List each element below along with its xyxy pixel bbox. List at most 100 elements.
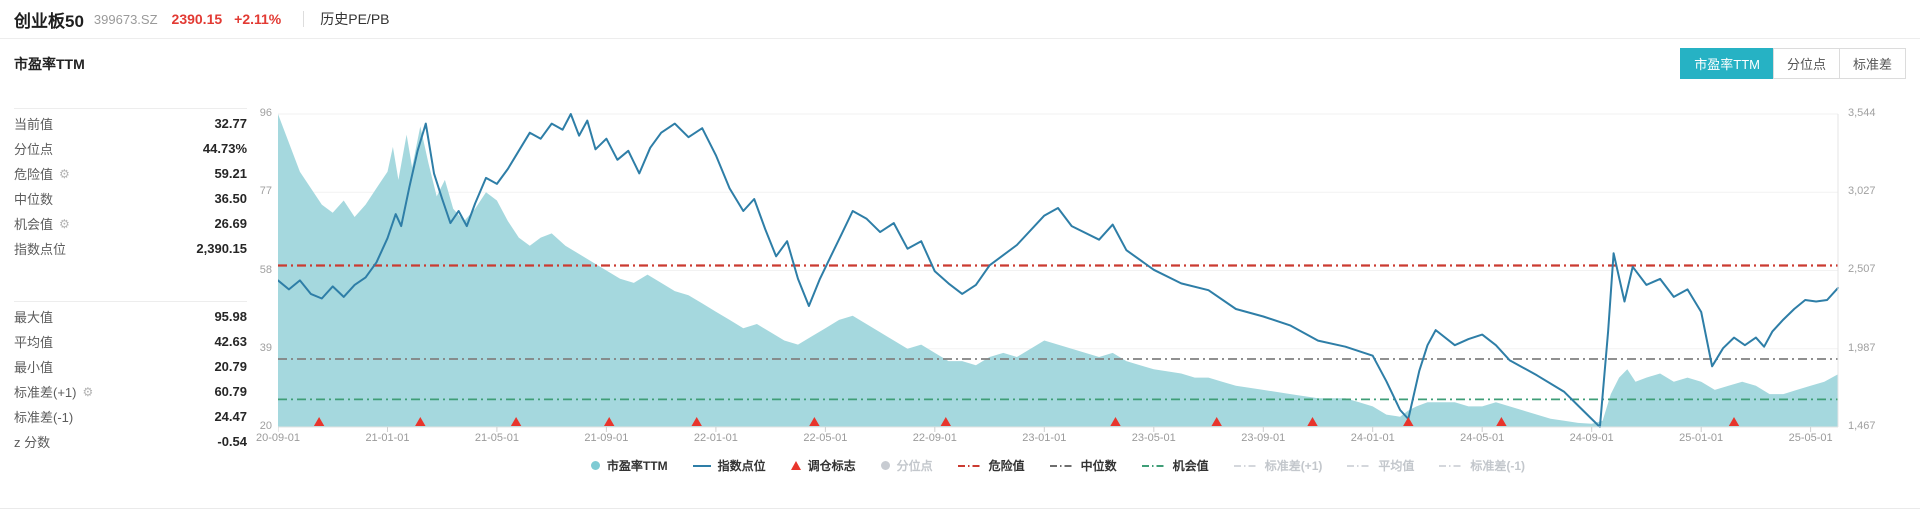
median-dash-icon: [1049, 464, 1074, 467]
stat-value: 60.79: [214, 384, 247, 399]
plot-area: [277, 88, 1843, 440]
stat-row: 标准差(-1) 24.47: [14, 404, 247, 429]
legend-item-rebalance-marker[interactable]: 调仓标志: [790, 457, 856, 474]
legend-label: 中位数: [1080, 459, 1117, 473]
x-axis-tick: 23-09-01: [1241, 432, 1286, 444]
rebalance-marker-icon[interactable]: [313, 417, 325, 426]
index-line: [277, 113, 1839, 428]
stat-label: 标准差(-1): [14, 410, 74, 425]
legend-label: 分位点: [896, 459, 933, 473]
x-axis-tick: 22-05-01: [803, 432, 848, 444]
stat-row: 机会值 ⚙ 26.69: [14, 211, 247, 236]
header: 创业板50 399673.SZ 2390.15 +2.11% 历史PE/PB: [0, 0, 1920, 39]
legend-label: 市盈率TTM: [606, 459, 668, 473]
stat-row: 危险值 ⚙ 59.21: [14, 161, 247, 186]
index-change: +2.11%: [234, 11, 282, 27]
pe-ttm-area: [278, 114, 1838, 427]
legend-item-danger[interactable]: 危险值: [957, 457, 1025, 474]
legend-item-mean[interactable]: 平均值: [1347, 457, 1414, 474]
stat-row: 分位点 44.73%: [14, 136, 247, 161]
std-minus1-dash-icon: [1439, 464, 1464, 467]
stat-label: 平均值: [14, 335, 54, 350]
legend-item-index-points[interactable]: 指数点位: [692, 457, 766, 474]
y-axis-right-tick: 1,467: [1848, 420, 1876, 432]
rebalance-marker-icon[interactable]: [604, 417, 615, 426]
index-price: 2390.15: [171, 11, 223, 27]
stat-row: 最大值 95.98: [14, 304, 247, 329]
stat-label: 标准差(+1): [14, 385, 77, 400]
legend-label: 机会值: [1172, 459, 1209, 473]
stat-value: 20.79: [214, 359, 247, 374]
gear-icon[interactable]: ⚙: [59, 216, 70, 231]
gear-icon[interactable]: ⚙: [82, 384, 94, 399]
stat-label: 机会值: [14, 217, 54, 232]
std-plus1-dash-icon: [1233, 464, 1258, 467]
rebalance-marker-icon[interactable]: [1110, 417, 1121, 426]
stat-label: 最小值: [14, 360, 54, 375]
stat-label: 指数点位: [14, 242, 67, 257]
stat-row: 最小值 20.79: [14, 354, 247, 379]
stat-value: 2,390.15: [196, 241, 247, 256]
rebalance-marker-icon[interactable]: [1496, 417, 1507, 426]
gear-icon[interactable]: ⚙: [59, 166, 70, 181]
tab-std[interactable]: 标准差: [1838, 48, 1906, 79]
rebalance-marker-icon[interactable]: [1307, 417, 1318, 426]
stat-value: 26.69: [214, 216, 247, 231]
bottom-divider: [0, 508, 1920, 509]
legend-item-std-minus1[interactable]: 标准差(-1): [1439, 457, 1525, 474]
stat-value: 59.21: [214, 166, 247, 181]
x-axis-tick: 25-05-01: [1788, 432, 1833, 444]
stat-row: 指数点位 2,390.15: [14, 236, 247, 261]
y-axis-right-tick: 1,987: [1848, 341, 1876, 354]
legend-item-percentile[interactable]: 分位点: [880, 457, 933, 474]
rebalance-marker-icon[interactable]: [1211, 417, 1222, 426]
x-axis-tick: 24-01-01: [1350, 432, 1395, 444]
y-axis-left-tick: 39: [259, 341, 272, 354]
metric-tabs: 市盈率TTM 分位点 标准差: [1680, 48, 1906, 79]
x-axis-tick: 23-01-01: [1022, 432, 1067, 444]
legend-label: 标准差(-1): [1470, 459, 1526, 473]
tab-percentile[interactable]: 分位点: [1772, 48, 1840, 79]
stat-label: z 分数: [14, 435, 51, 450]
stat-value: 32.77: [214, 116, 247, 131]
stats-summary-group: 最大值 95.98 平均值 42.63 最小值 20.79 标准差(+1) ⚙ 60.79 标准差…: [14, 301, 247, 454]
rebalance-marker-icon[interactable]: [809, 417, 820, 426]
y-axis-left-tick: 58: [259, 263, 272, 276]
rebalance-marker-icon[interactable]: [510, 417, 522, 426]
legend-item-pe-ttm[interactable]: 市盈率TTM: [590, 457, 668, 474]
x-axis-tick: 21-01-01: [365, 432, 410, 444]
legend-item-opportunity[interactable]: 机会值: [1141, 457, 1209, 474]
rebalance-marker-triangle-icon: [790, 461, 801, 470]
legend-label: 指数点位: [717, 459, 766, 473]
stat-label: 中位数: [14, 192, 54, 207]
stat-value: 36.50: [214, 191, 247, 206]
rebalance-marker-icon[interactable]: [415, 417, 426, 426]
y-axis-right-tick: 2,507: [1848, 263, 1876, 276]
stat-label: 当前值: [14, 117, 54, 132]
stat-value: 42.63: [214, 334, 247, 349]
mean-dash-icon: [1347, 464, 1372, 467]
rebalance-marker-icon[interactable]: [1728, 417, 1740, 426]
chart-svg: [277, 113, 1839, 432]
legend-label: 调仓标志: [807, 459, 856, 473]
stat-row: 中位数 36.50: [14, 186, 247, 211]
legend-label: 平均值: [1378, 459, 1415, 473]
rebalance-marker-icon[interactable]: [1403, 417, 1414, 426]
stat-value: 24.47: [214, 409, 247, 424]
legend-item-std-plus1[interactable]: 标准差(+1): [1233, 457, 1322, 474]
legend-item-median[interactable]: 中位数: [1049, 457, 1117, 474]
x-axis-tick: 21-05-01: [474, 432, 519, 444]
x-axis-tick: 22-01-01: [693, 432, 738, 444]
stat-row: 标准差(+1) ⚙ 60.79: [14, 379, 247, 404]
x-axis-tick: 24-05-01: [1460, 432, 1505, 444]
percentile-dot-icon: [880, 461, 890, 470]
y-axis-right-tick: 3,027: [1848, 184, 1876, 197]
tab-pe-ttm[interactable]: 市盈率TTM: [1680, 48, 1774, 79]
x-axis-tick: 23-05-01: [1131, 432, 1176, 444]
header-divider: [303, 11, 305, 27]
stat-label: 危险值: [14, 167, 54, 182]
rebalance-marker-icon[interactable]: [691, 417, 702, 426]
rebalance-marker-icon[interactable]: [940, 417, 951, 426]
nav-history-pe-pb[interactable]: 历史PE/PB: [320, 11, 390, 27]
